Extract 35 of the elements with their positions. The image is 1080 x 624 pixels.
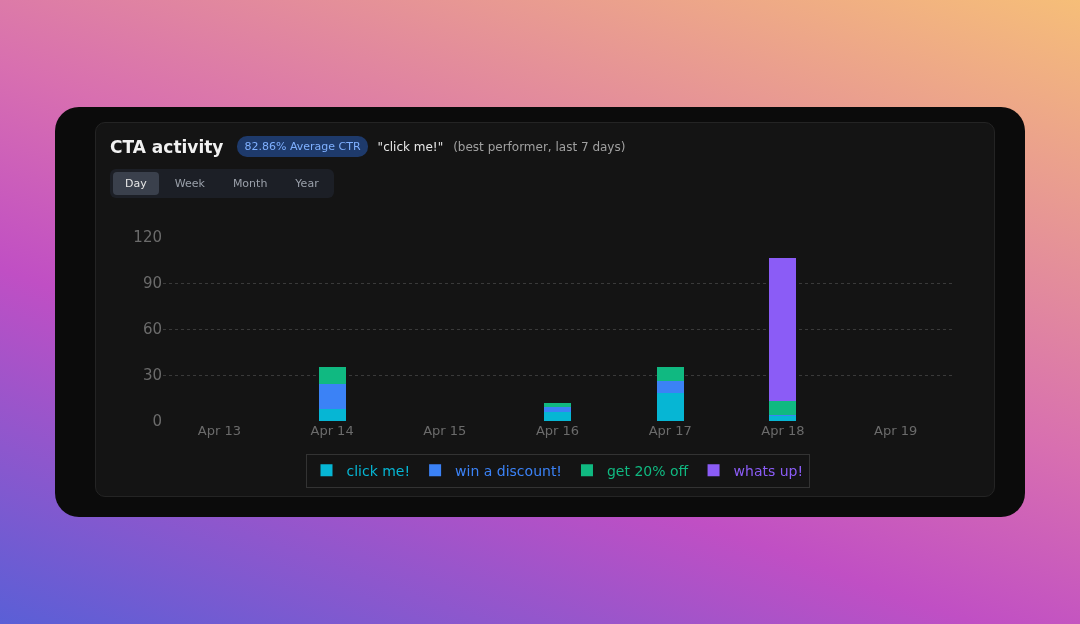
- x-tick-label: Apr 17: [648, 423, 692, 438]
- bar: [318, 384, 346, 409]
- y-tick-label: 30: [142, 366, 162, 385]
- legend-label: win a discount!: [455, 462, 562, 479]
- legend-label: get 20% off: [606, 462, 689, 479]
- text: Month: [231, 176, 269, 192]
- legend-label: whats up!: [733, 462, 804, 479]
- y-tick-label: 120: [133, 228, 162, 247]
- text: Year: [294, 176, 320, 192]
- x-tick-label: Apr 13: [197, 423, 241, 438]
- bar: [769, 258, 797, 402]
- legend-label: click me!: [346, 462, 411, 479]
- bar: [543, 407, 572, 412]
- text: Day: [113, 172, 159, 195]
- text: Week: [173, 176, 206, 192]
- bar: [656, 381, 684, 394]
- text: "click me!": [377, 139, 444, 154]
- y-tick-label: 60: [142, 320, 162, 339]
- bar: [769, 401, 797, 415]
- x-tick-label: Apr 19: [874, 423, 918, 438]
- x-tick-label: Apr 15: [423, 423, 467, 438]
- bar: [769, 416, 797, 421]
- x-tick-label: Apr 18: [761, 423, 805, 438]
- chart-title: CTA activity: [110, 136, 224, 157]
- y-tick-label: 0: [152, 412, 162, 431]
- bar: [543, 411, 572, 421]
- bar: [318, 367, 346, 385]
- x-tick-label: Apr 14: [310, 423, 354, 438]
- bar: [318, 408, 346, 421]
- x-tick-label: Apr 16: [535, 423, 580, 438]
- text: (best performer, last 7 days): [453, 139, 626, 154]
- text: 82.86% Average CTR: [237, 136, 368, 157]
- bar: [656, 393, 684, 421]
- y-tick-label: 90: [142, 274, 162, 293]
- bar: [656, 367, 684, 382]
